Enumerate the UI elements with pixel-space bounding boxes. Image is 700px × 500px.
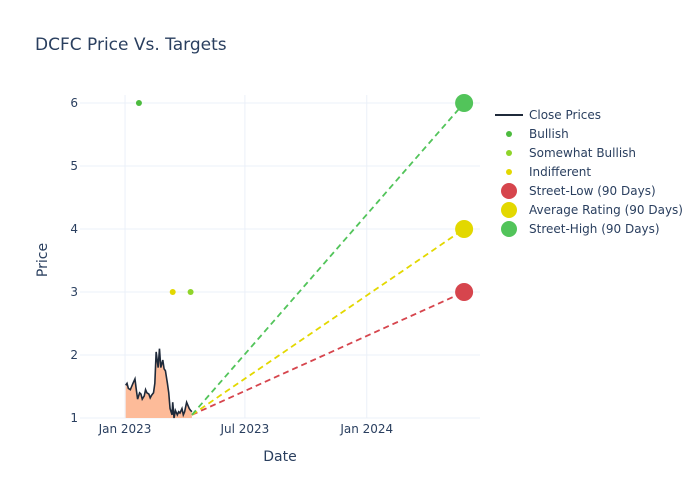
line-layer	[125, 102, 465, 419]
rating-dot	[187, 289, 194, 295]
legend-label: Street-High (90 Days)	[529, 222, 660, 236]
legend-label: Bullish	[529, 127, 569, 141]
target-line	[191, 291, 465, 416]
target-marker	[455, 283, 474, 301]
legend-symbol-dot	[506, 131, 512, 137]
x-ticks: Jan 2023 Jul 2023 Jan 2024	[98, 422, 394, 436]
y-tick-label: 1	[70, 411, 78, 425]
target-line	[191, 228, 465, 416]
legend: Close Prices Bullish Somewhat Bullish Indif…	[495, 108, 683, 237]
close-price-area	[125, 348, 192, 418]
legend-label: Street-Low (90 Days)	[529, 184, 656, 198]
legend-symbol-marker	[501, 202, 517, 218]
x-axis-title: Date	[263, 449, 296, 465]
y-tick-label: 3	[70, 285, 78, 299]
legend-symbol-dot	[506, 150, 512, 156]
legend-symbol-marker	[501, 183, 517, 199]
legend-label: Indifferent	[529, 165, 591, 179]
target-line	[191, 102, 465, 416]
y-axis-title: Price	[35, 243, 51, 277]
y-ticks: 1 2 3 4 5 6	[70, 96, 78, 425]
legend-symbol-marker	[501, 221, 517, 237]
legend-label: Close Prices	[529, 108, 601, 122]
x-tick-label: Jul 2023	[219, 422, 269, 436]
grid	[80, 95, 480, 419]
area-layer	[125, 348, 192, 418]
y-tick-label: 5	[70, 159, 78, 173]
rating-dot	[169, 289, 176, 295]
y-tick-label: 6	[70, 96, 78, 110]
dot-layer	[135, 94, 474, 301]
y-tick-label: 4	[70, 222, 78, 236]
rating-dot	[135, 100, 142, 106]
legend-label: Somewhat Bullish	[529, 146, 636, 160]
y-tick-label: 2	[70, 348, 78, 362]
x-tick-label: Jan 2024	[339, 422, 393, 436]
target-marker	[455, 220, 474, 238]
x-tick-label: Jan 2023	[98, 422, 152, 436]
chart-title: DCFC Price Vs. Targets	[35, 35, 227, 55]
target-marker	[455, 94, 474, 112]
legend-symbol-dot	[506, 169, 512, 175]
close-price-line	[125, 348, 193, 419]
legend-label: Average Rating (90 Days)	[529, 203, 683, 217]
